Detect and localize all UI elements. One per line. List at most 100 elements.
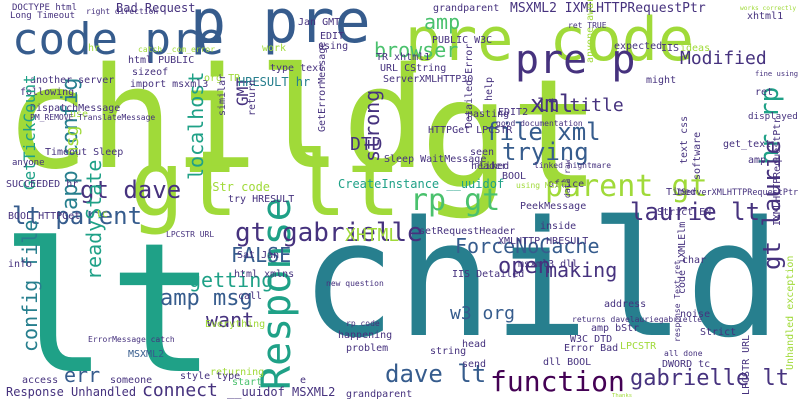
cloud-word-sizeof: sizeof [132,67,169,78]
cloud-word-start: start [232,377,263,388]
cloud-word-code-pre: code pre [12,14,224,65]
cloud-word-doctype-html: DOCTYPE html [12,3,78,13]
cloud-word-amp-e: amp e [748,155,779,166]
cloud-word-similar: similar [217,73,228,116]
cloud-word-child: child [5,38,427,201]
cloud-word-lt: lt [0,205,217,400]
cloud-word-gt-dave: gt dave [80,176,182,204]
cloud-word-p-pre: p pre [190,0,371,57]
cloud-word-trying: trying [502,138,589,166]
cloud-word-rp-gt: rp gt [410,183,501,218]
cloud-word-using-msxml: using MSXML [516,181,569,190]
cloud-word-expected: expected [614,41,663,52]
cloud-word-iis-detailed: IIS Detailed [452,269,525,280]
cloud-word-strict-en: Strict EN [657,207,712,218]
cloud-word-msxml2-ixmlhttprequestptr: MSXML2 IXMLHTTPRequestPtr [510,1,706,16]
cloud-word-try-hresult: try HRESULT [228,194,295,205]
cloud-word-another-server: another server [30,75,115,86]
cloud-word-unhandled-exception: Unhandled exception [785,255,796,370]
cloud-word-style-type: style type [180,371,241,382]
cloud-word-false: FALSE [231,243,292,267]
cloud-word-inside: inside [540,221,577,232]
cloud-word-jan-gmt: Jan GMT [298,17,341,28]
cloud-word-file-xml: file xml [485,118,601,146]
cloud-word-sat-jan: Sat Jan [237,250,280,261]
cloud-word-msxml2: MSXML2 [128,349,165,360]
cloud-word-new-question: new question [326,279,384,288]
cloud-word-want: want [206,308,255,332]
cloud-word-forcenocache: ForceNoCache [455,234,600,258]
cloud-word-long-timeout: Long Timeout [10,11,76,21]
cloud-word-anyone: anyone [12,158,45,168]
cloud-word-html-xmlns: html xmlns [234,269,295,280]
cloud-word-send: send [462,359,487,370]
cloud-word-info: info [8,259,33,270]
cloud-word-function: function [490,365,625,398]
cloud-word-tr-xhtml1: TR xhtml1 [376,52,431,63]
cloud-word-open: open [498,254,551,279]
cloud-word-use: use [70,109,89,120]
cloud-word-works-correctly: works correctly [740,5,797,12]
cloud-word-e: e [300,375,307,386]
cloud-word-uuidof-msxml2: __uuidof MSXML2 [227,385,336,399]
cloud-word-dll-bool: dll BOOL [543,357,592,368]
cloud-word-right-direction: right direction [86,7,159,16]
cloud-word-bool-httpget: BOOL HTTPGet [8,211,81,222]
cloud-word-amp-msg: amp msg [160,286,253,311]
cloud-word-xhtml1: xhtml1 [747,11,784,22]
cloud-word-gt-gabrielle: gt gabrielle [235,218,423,248]
cloud-word-strict: Strict [700,327,737,338]
cloud-word-lpcstr: LPCSTR [620,341,657,352]
cloud-word-pre-p: pre p [515,37,636,83]
cloud-word-grandparent: grandparent [346,389,413,400]
cloud-word-might: might [646,75,677,86]
cloud-word-xhtml: XHTML [345,225,400,246]
cloud-word-gt: gt [420,48,601,222]
cloud-word-peekmessage: PeekMessage [520,201,587,212]
cloud-word-msxml3-dll: msxml3 dll [518,259,579,270]
cloud-word-pm-remove-translatemessage: PM_REMOVE TranslateMessage [30,113,156,122]
cloud-word-text-css: text css [679,115,690,164]
cloud-word-address: address [604,299,647,310]
cloud-word-lt-parent: lt parent [12,202,143,230]
cloud-word-org-tr: org TR [204,73,241,84]
cloud-word-dword-tc: DWORD tc [662,359,711,370]
cloud-word-char: char [682,255,707,266]
cloud-word-returns-davelauriegabrielle: returns davelauriegabrielle [572,315,703,324]
cloud-word-seen: seen [470,147,495,158]
cloud-word-header: header [471,161,508,172]
cloud-word-type-text: type text [270,63,325,74]
cloud-word-parent-gt: parent gt [545,169,708,204]
cloud-word-sleep-waitmessage: Sleep WaitMessage [384,154,487,165]
cloud-word-timeout-sleep: Timeout Sleep [45,147,124,158]
cloud-word-catch-com-error: catch _com_error [138,45,216,54]
cloud-word-xmlhttp-hresult: XMLHTTP HRESULT [498,236,589,247]
cloud-word-get-text: get_text [723,139,772,150]
cloud-word-amp-bstr: amp bStr [591,323,640,334]
cloud-word-lpcstr-url: LPCSTR URL [741,334,752,395]
cloud-word-return: return [247,79,258,116]
cloud-word-w3c-dtd: W3C DTD [570,334,613,345]
cloud-word-html-public: html PUBLIC [128,55,195,66]
cloud-word-httpget-lpcstr: HTTPGet LPCSTR [428,125,513,136]
cloud-word-timed: Timed [666,187,697,198]
cloud-word-config-file: config file [18,219,42,352]
cloud-word-gettickcount: GetTickCount [20,74,39,190]
cloud-word-import-msxml3: import msxml3 [130,79,209,90]
cloud-word-ideas: ideas [680,43,711,54]
cloud-word-help: help [484,76,495,101]
cloud-word-fine-using: fine using [755,69,799,78]
cloud-word-liked: liked [479,161,510,172]
cloud-word-anyone-aware: anyone aware [585,0,596,63]
cloud-word-serverxmlhttp30: ServerXMLHTTP30 [383,74,474,85]
cloud-word-browser: browser [374,38,459,62]
cloud-word-noise: noise [680,309,711,320]
cloud-word-iis: IIS [661,43,680,54]
cloud-word-linked-nightmare: linked nightmare [534,161,612,170]
cloud-word-happening: happening [338,330,393,341]
cloud-word-hresult-hr: HRESULT hr [238,75,311,89]
cloud-word-error-bad: Error Bad [564,343,619,354]
cloud-word-edit2: EDIT2 [498,107,529,118]
cloud-word-problem: problem [346,343,389,354]
cloud-word-lt-title: lt title [537,95,624,116]
